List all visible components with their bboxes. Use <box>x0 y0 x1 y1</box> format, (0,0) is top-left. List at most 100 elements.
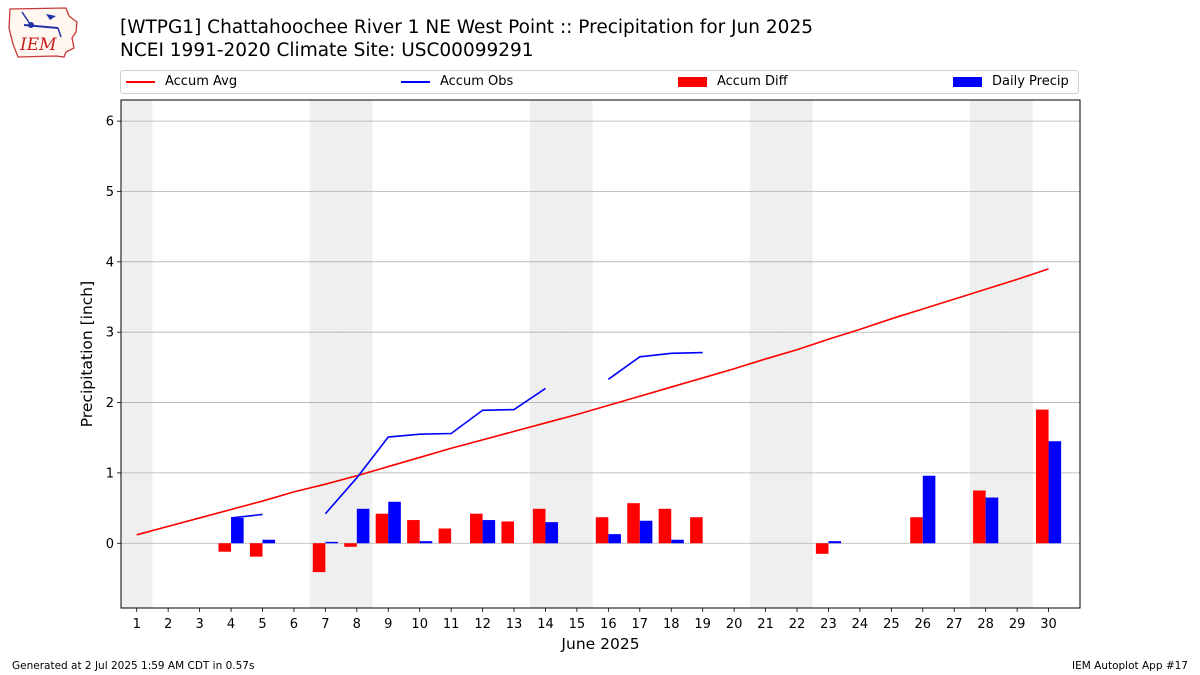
x-tick-label: 22 <box>789 617 806 632</box>
y-tick-label: 6 <box>106 115 114 130</box>
x-tick-label: 6 <box>290 617 298 632</box>
x-tick-label: 4 <box>227 617 235 632</box>
daily-precip-bar <box>922 475 936 544</box>
daily-precip-bar <box>262 539 276 544</box>
accum-avg-line <box>136 268 1049 536</box>
accum-diff-bar <box>407 520 420 544</box>
daily-precip-bar <box>388 501 401 544</box>
legend-swatch-accum-avg <box>126 80 155 83</box>
daily-precip-bar <box>985 497 999 544</box>
legend-swatch-accum-obs <box>401 80 430 83</box>
footer-generated: Generated at 2 Jul 2025 1:59 AM CDT in 0… <box>12 660 255 672</box>
daily-precip-bar <box>1048 441 1062 544</box>
legend-swatch-daily-precip <box>953 76 982 87</box>
weekend-band <box>309 100 342 608</box>
daily-precip-bar <box>419 541 433 544</box>
x-tick-label: 17 <box>632 617 649 632</box>
accum-diff-bar <box>532 508 546 544</box>
accum-diff-bar <box>973 490 986 544</box>
accum-diff-bar <box>501 521 515 544</box>
x-tick-label: 30 <box>1040 617 1057 632</box>
legend-label-accum-avg: Accum Avg <box>165 74 238 89</box>
accum-obs-line <box>607 351 703 380</box>
legend-entry-accum-obs: Accum Obs <box>401 74 513 89</box>
x-tick-label: 16 <box>600 617 617 632</box>
accum-diff-bar <box>438 528 452 544</box>
legend-entry-accum-avg: Accum Avg <box>126 74 237 89</box>
iem-logo: IEM <box>8 7 78 58</box>
chart-title: [WTPG1] Chattahoochee River 1 NE West Po… <box>120 17 813 38</box>
x-tick-label: 12 <box>474 617 491 632</box>
x-tick-label: 10 <box>411 617 428 632</box>
accum-diff-bar <box>690 517 703 544</box>
x-tick-label: 27 <box>946 617 963 632</box>
daily-precip-bar <box>671 539 684 544</box>
chart-legend: Accum Avg Accum Obs Accum Diff Daily Pre… <box>120 70 1079 94</box>
accum-diff-bar <box>595 517 609 544</box>
accum-diff-bar <box>312 543 326 573</box>
weekend-band <box>341 100 373 608</box>
legend-label-accum-diff: Accum Diff <box>717 74 788 89</box>
daily-precip-bar <box>545 522 559 544</box>
x-tick-label: 9 <box>384 617 392 632</box>
weekend-band <box>781 100 813 608</box>
legend-swatch-accum-diff <box>678 76 707 87</box>
accum-diff-bar <box>815 543 829 554</box>
x-tick-label: 23 <box>820 617 837 632</box>
x-tick-label: 7 <box>321 617 329 632</box>
x-tick-label: 3 <box>195 617 203 632</box>
x-tick-label: 18 <box>663 617 680 632</box>
accum-diff-bar <box>658 508 672 544</box>
accum-diff-bar <box>249 543 263 557</box>
accum-diff-bar <box>627 503 640 544</box>
x-tick-label: 19 <box>694 617 711 632</box>
accum-diff-bar <box>910 517 923 544</box>
weekend-band <box>749 100 782 608</box>
x-tick-label: 5 <box>258 617 266 632</box>
x-tick-label: 20 <box>726 617 743 632</box>
weekend-band <box>121 100 153 608</box>
accum-diff-bar <box>344 543 357 547</box>
weekend-band <box>561 100 593 608</box>
x-tick-label: 2 <box>164 617 172 632</box>
iem-iowa-logo-icon <box>8 7 78 58</box>
x-tick-label: 28 <box>977 617 994 632</box>
legend-entry-accum-diff: Accum Diff <box>678 74 788 89</box>
accum-obs-line <box>230 513 263 519</box>
daily-precip-bar <box>608 534 621 544</box>
y-tick-label: 4 <box>106 255 114 270</box>
plot-frame <box>120 99 1081 609</box>
x-tick-label: 13 <box>506 617 523 632</box>
daily-precip-bar <box>231 517 244 544</box>
logo-text: IEM <box>19 35 57 55</box>
weekend-band <box>969 100 1002 608</box>
chart-subtitle: NCEI 1991-2020 Climate Site: USC00099291 <box>120 40 534 61</box>
x-tick-label: 14 <box>537 617 554 632</box>
accum-diff-bar <box>470 513 483 544</box>
accum-diff-bar <box>1035 409 1049 544</box>
x-tick-label: 29 <box>1009 617 1026 632</box>
accum-obs-line <box>324 387 546 515</box>
x-tick-label: 11 <box>443 617 460 632</box>
daily-precip-bar <box>356 508 370 544</box>
daily-precip-bar <box>828 541 842 544</box>
y-tick-label: 0 <box>106 537 114 552</box>
legend-label-daily-precip: Daily Precip <box>992 74 1069 89</box>
y-axis-label: Precipitation [inch] <box>78 281 96 427</box>
y-tick-label: 3 <box>106 326 114 341</box>
legend-entry-daily-precip: Daily Precip <box>953 74 1069 89</box>
x-tick-label: 26 <box>915 617 932 632</box>
y-tick-label: 1 <box>106 466 114 481</box>
daily-precip-bar <box>325 541 338 544</box>
legend-label-accum-obs: Accum Obs <box>440 74 514 89</box>
footer-app: IEM Autoplot App #17 <box>1072 660 1188 672</box>
y-tick-label: 5 <box>106 185 114 200</box>
x-axis-label: June 2025 <box>560 635 639 653</box>
x-tick-label: 21 <box>757 617 774 632</box>
daily-precip-bar <box>639 520 653 544</box>
accum-diff-bar <box>375 513 389 544</box>
x-tick-label: 8 <box>353 617 361 632</box>
y-tick-label: 2 <box>106 396 114 411</box>
x-tick-label: 24 <box>852 617 869 632</box>
